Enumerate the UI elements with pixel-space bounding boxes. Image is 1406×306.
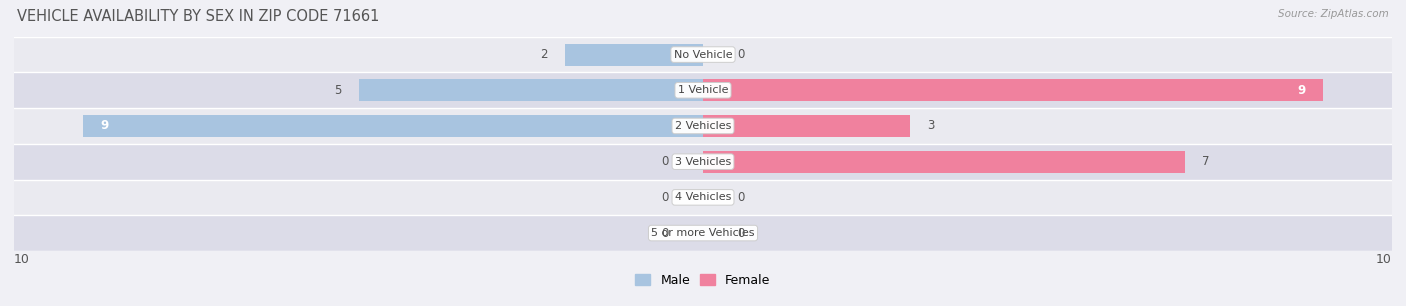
Text: Source: ZipAtlas.com: Source: ZipAtlas.com [1278,9,1389,19]
Bar [359,79,703,101]
Text: VEHICLE AVAILABILITY BY SEX IN ZIP CODE 71661: VEHICLE AVAILABILITY BY SEX IN ZIP CODE … [17,9,380,24]
Text: 5: 5 [335,84,342,97]
Text: 1 Vehicle: 1 Vehicle [678,85,728,95]
Bar [703,115,910,137]
Text: 5 or more Vehicles: 5 or more Vehicles [651,228,755,238]
Text: 7: 7 [1202,155,1211,168]
Text: 0: 0 [661,191,669,204]
Bar [703,151,1185,173]
Text: 0: 0 [661,226,669,240]
Bar [14,144,1392,180]
Bar [565,43,703,66]
Bar [14,108,1392,144]
Text: 3: 3 [927,119,934,132]
Text: 4 Vehicles: 4 Vehicles [675,192,731,202]
Bar [703,79,1323,101]
Text: 0: 0 [738,48,745,61]
Text: 0: 0 [661,155,669,168]
Text: 2: 2 [540,48,548,61]
Bar [14,37,1392,73]
Bar [14,180,1392,215]
Text: 10: 10 [1376,253,1392,266]
Bar [14,73,1392,108]
Text: 9: 9 [100,119,108,132]
Text: 3 Vehicles: 3 Vehicles [675,157,731,167]
Text: 10: 10 [14,253,30,266]
Text: 0: 0 [738,191,745,204]
Text: 0: 0 [738,226,745,240]
Bar [83,115,703,137]
Bar [14,215,1392,251]
Text: 2 Vehicles: 2 Vehicles [675,121,731,131]
Text: 9: 9 [1298,84,1306,97]
Legend: Male, Female: Male, Female [630,269,776,292]
Text: No Vehicle: No Vehicle [673,50,733,60]
